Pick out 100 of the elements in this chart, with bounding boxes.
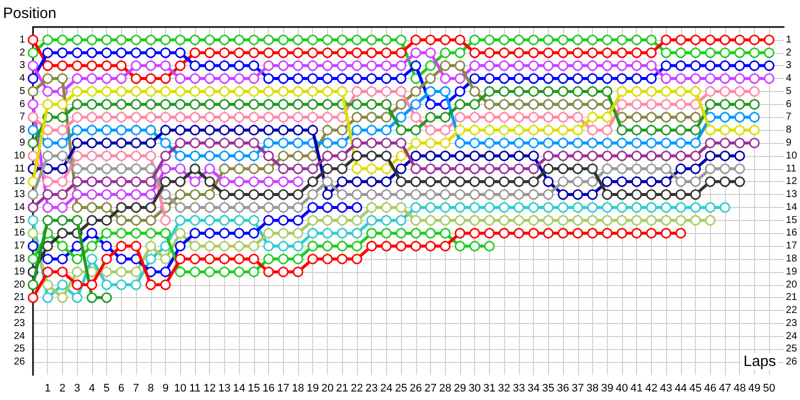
- point: [602, 228, 612, 238]
- point: [616, 138, 628, 148]
- point: [57, 60, 68, 71]
- point: [130, 48, 142, 58]
- point: [130, 215, 142, 226]
- point: [484, 240, 495, 252]
- point: [646, 112, 657, 122]
- point: [602, 124, 612, 136]
- point: [498, 124, 510, 136]
- point: [101, 228, 112, 238]
- point: [440, 150, 450, 162]
- point: [646, 150, 657, 162]
- point: [101, 164, 112, 174]
- x-tick-label: 7: [133, 382, 140, 394]
- point: [498, 228, 510, 238]
- point: [469, 124, 480, 136]
- point: [528, 48, 539, 58]
- point: [425, 215, 436, 226]
- point: [322, 99, 333, 110]
- point: [410, 228, 422, 238]
- point: [204, 124, 215, 136]
- point: [130, 86, 142, 97]
- point: [381, 34, 392, 46]
- point: [514, 60, 524, 71]
- point: [308, 176, 318, 187]
- point: [146, 124, 156, 136]
- point: [558, 202, 568, 213]
- point: [749, 73, 760, 84]
- point: [705, 86, 716, 97]
- point: [292, 86, 304, 97]
- point: [484, 176, 495, 187]
- point: [116, 138, 127, 148]
- point: [543, 73, 554, 84]
- point: [28, 215, 38, 226]
- point: [174, 34, 186, 46]
- point: [454, 34, 466, 46]
- point: [234, 240, 244, 252]
- point: [498, 189, 510, 200]
- point: [543, 228, 554, 238]
- point: [514, 48, 524, 58]
- point: [248, 150, 260, 162]
- point: [278, 215, 289, 226]
- point: [587, 112, 598, 122]
- point: [101, 254, 112, 264]
- x-tick-label: 16: [262, 382, 275, 394]
- point: [381, 150, 392, 162]
- point: [308, 86, 318, 97]
- point: [381, 124, 392, 136]
- y-tick-label: 24: [14, 330, 26, 342]
- point: [336, 164, 348, 174]
- point: [631, 34, 642, 46]
- point: [101, 73, 112, 84]
- point: [410, 99, 422, 110]
- point: [204, 189, 215, 200]
- point: [174, 202, 186, 213]
- point: [676, 48, 686, 58]
- point: [130, 189, 142, 200]
- point: [646, 99, 657, 110]
- point: [454, 99, 466, 110]
- point: [190, 138, 200, 148]
- point: [616, 215, 628, 226]
- point: [543, 48, 554, 58]
- point: [366, 60, 377, 71]
- point: [631, 138, 642, 148]
- y-tick-label: 17: [14, 240, 26, 252]
- point: [278, 86, 289, 97]
- y2-tick-label: 5: [786, 86, 792, 97]
- point: [278, 202, 289, 213]
- point: [292, 189, 304, 200]
- point: [734, 86, 745, 97]
- point: [602, 150, 612, 162]
- y-tick-label: 20: [14, 279, 26, 290]
- point: [160, 48, 171, 58]
- point: [543, 34, 554, 46]
- point: [498, 150, 510, 162]
- point: [425, 112, 436, 122]
- point: [263, 215, 274, 226]
- x-tick-label: 34: [527, 382, 540, 394]
- point: [631, 215, 642, 226]
- point: [646, 215, 657, 226]
- point: [572, 138, 584, 148]
- point: [528, 73, 539, 84]
- point: [425, 189, 436, 200]
- point: [484, 228, 495, 238]
- point: [749, 138, 760, 148]
- point: [366, 48, 377, 58]
- point: [204, 215, 215, 226]
- point: [469, 150, 480, 162]
- point: [646, 202, 657, 213]
- x-tick-label: 40: [616, 382, 628, 394]
- point: [381, 228, 392, 238]
- point: [86, 73, 98, 84]
- point: [146, 189, 156, 200]
- point: [514, 176, 524, 187]
- point: [646, 124, 657, 136]
- point: [263, 60, 274, 71]
- point: [190, 86, 200, 97]
- point: [749, 34, 760, 46]
- point: [705, 164, 716, 174]
- point: [454, 189, 466, 200]
